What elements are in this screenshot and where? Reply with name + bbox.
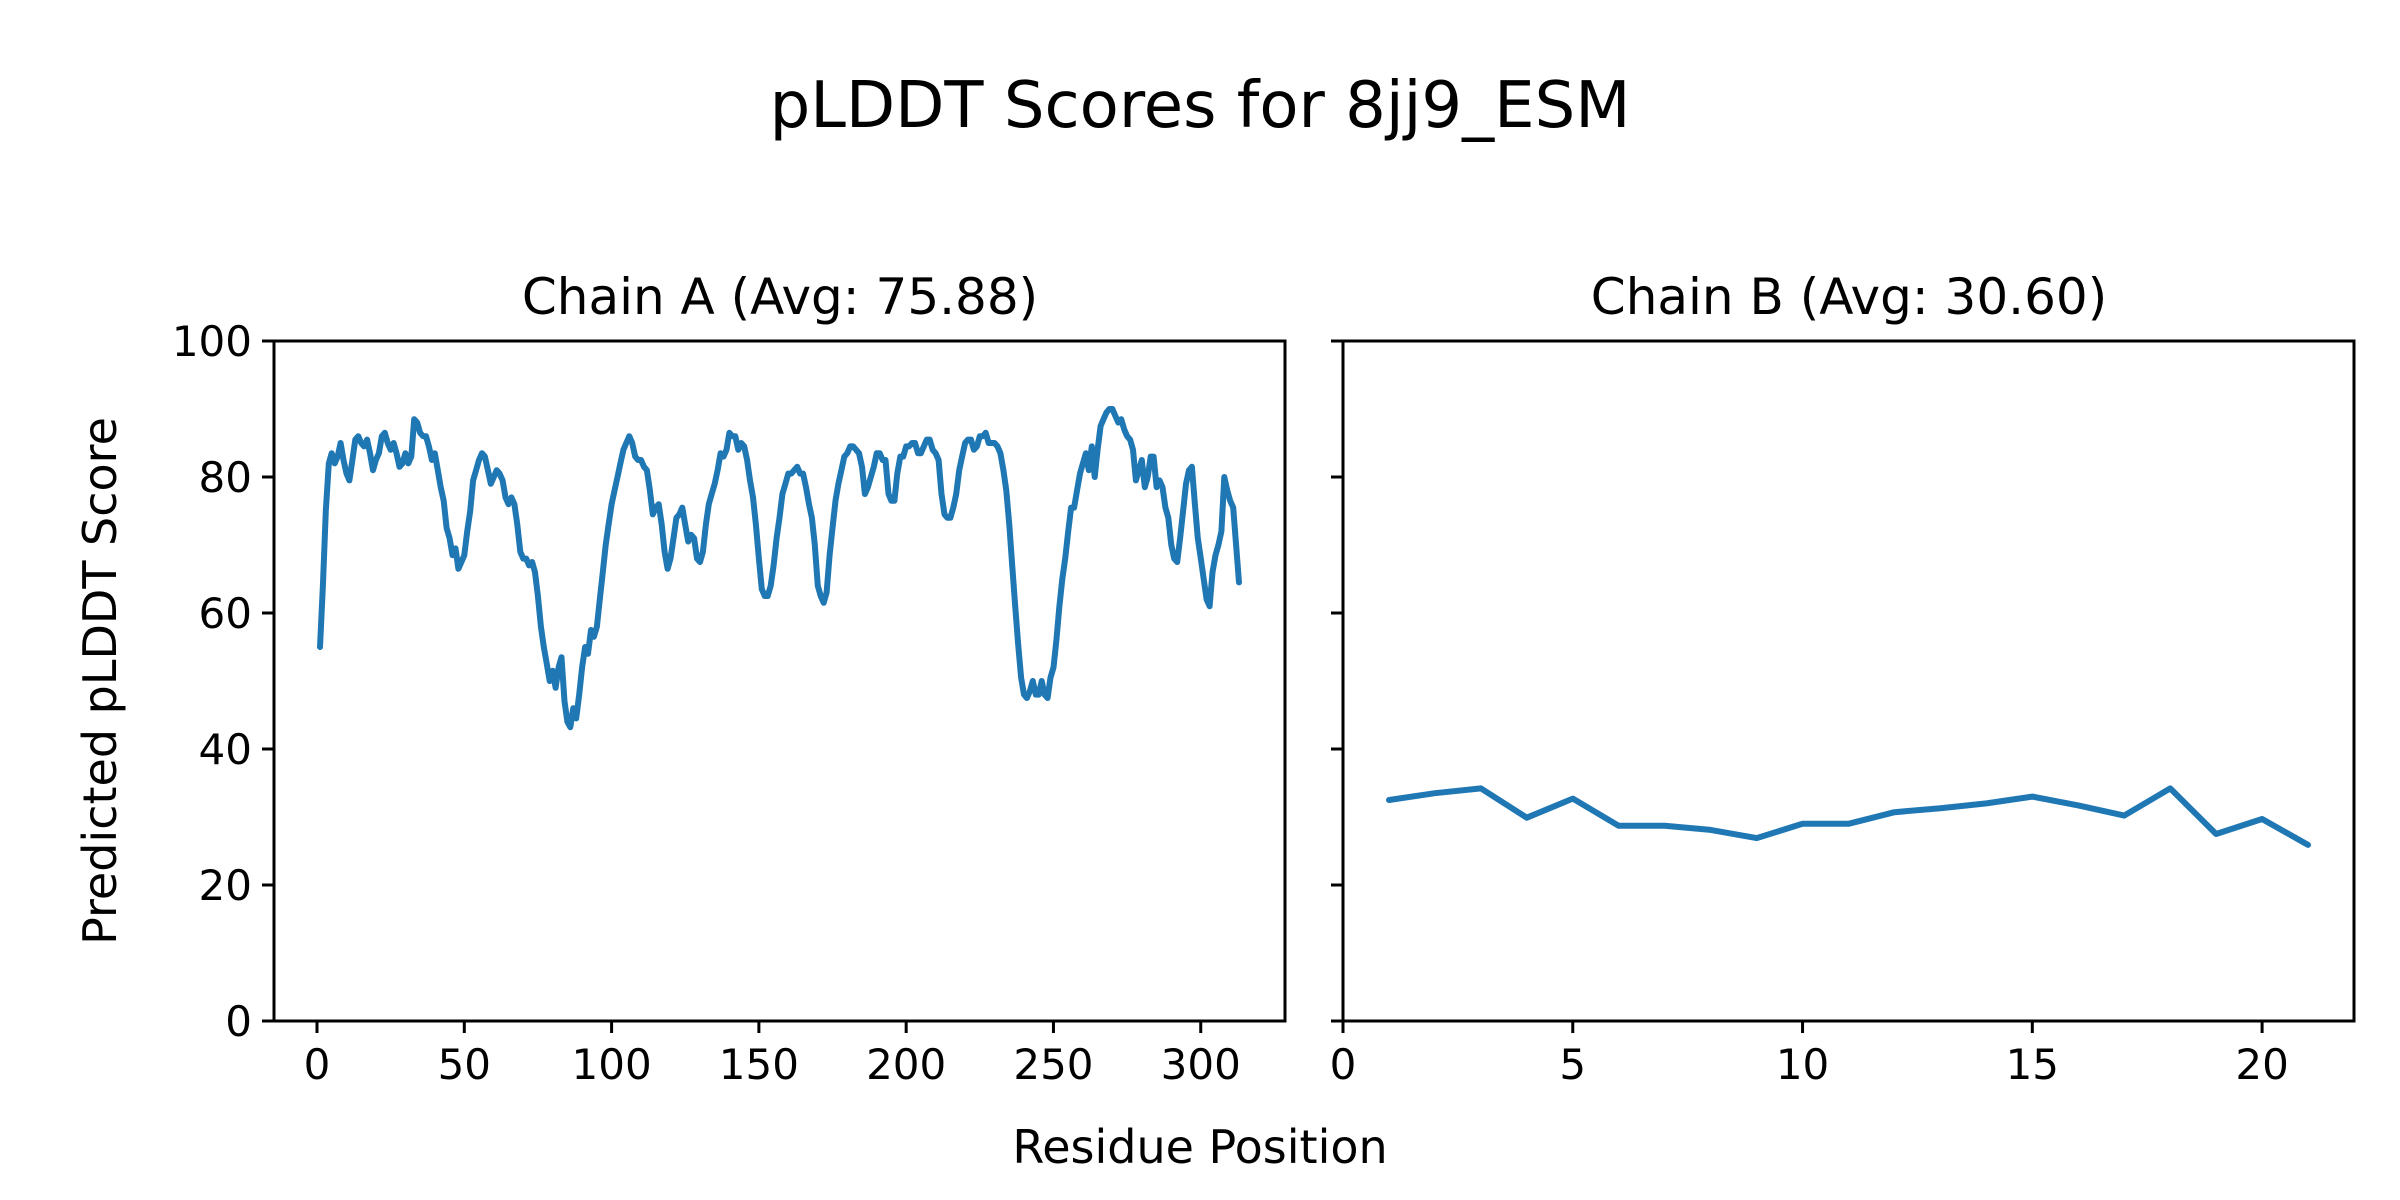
x-tick-label: 0 xyxy=(304,1040,331,1089)
plddt-line-chain-b xyxy=(1386,785,2311,848)
plddt-line-chain-a xyxy=(317,406,1242,731)
x-tick-label: 15 xyxy=(2006,1040,2059,1089)
y-axis-label: Predicted pLDDT Score xyxy=(73,417,127,945)
subplot-title-chain-a: Chain A (Avg: 75.88) xyxy=(521,268,1039,326)
x-tick-label: 20 xyxy=(2235,1040,2288,1089)
x-axis-label: Residue Position xyxy=(1012,1120,1388,1174)
x-tick-label: 0 xyxy=(1330,1040,1357,1089)
x-tick-label: 250 xyxy=(1013,1040,1093,1089)
x-tick-label: 5 xyxy=(1559,1040,1586,1089)
y-tick-label: 100 xyxy=(172,317,252,366)
x-tick-label: 10 xyxy=(1776,1040,1829,1089)
x-tick-label: 50 xyxy=(438,1040,491,1089)
y-tick-label: 60 xyxy=(199,589,252,638)
y-tick-label: 80 xyxy=(199,453,252,502)
figure-title: pLDDT Scores for 8jj9_ESM xyxy=(769,69,1631,143)
x-tick-label: 300 xyxy=(1161,1040,1241,1089)
axes-spines xyxy=(272,339,1287,1023)
x-tick-label: 100 xyxy=(572,1040,652,1089)
y-tick-label: 40 xyxy=(199,725,252,774)
axes-spines xyxy=(1341,339,2356,1023)
y-tick-label: 0 xyxy=(225,997,252,1046)
x-tick-label: 150 xyxy=(719,1040,799,1089)
y-tick-label: 20 xyxy=(199,861,252,910)
x-tick-label: 200 xyxy=(866,1040,946,1089)
subplot-title-chain-b: Chain B (Avg: 30.60) xyxy=(1590,268,2108,326)
